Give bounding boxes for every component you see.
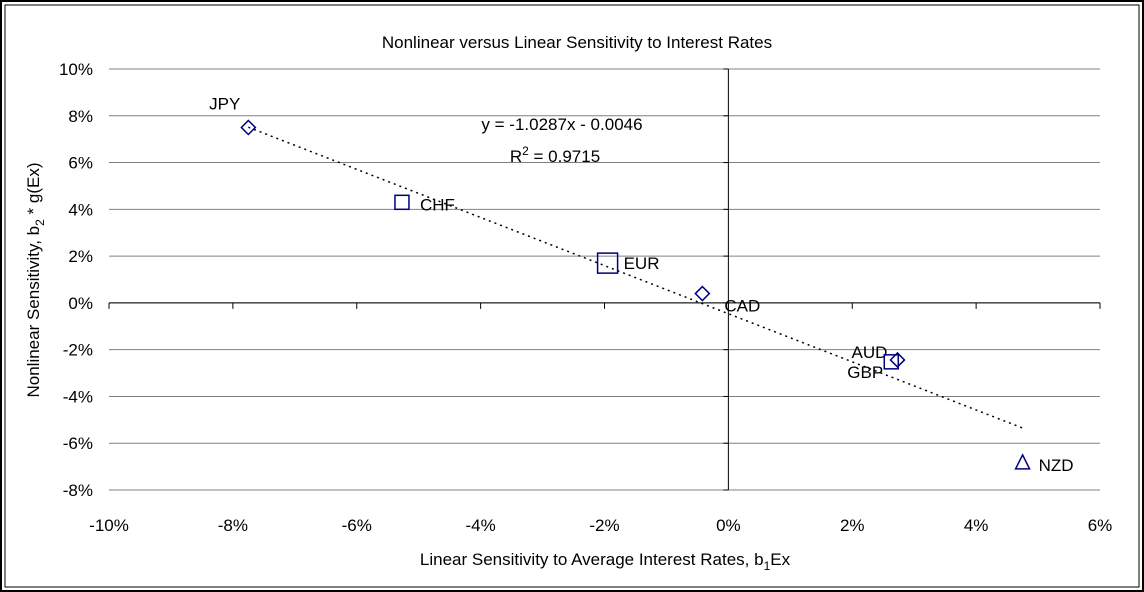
point-label: CHF — [420, 195, 455, 214]
y-tick-label: 8% — [68, 107, 93, 126]
trendline — [248, 126, 1023, 429]
y-tick-label: 4% — [68, 200, 93, 219]
point-diamond — [889, 351, 906, 369]
point-diamond — [240, 119, 257, 136]
r2-sup: 2 — [522, 144, 529, 158]
y-tick-label: 6% — [68, 154, 93, 173]
point-triangle — [1014, 453, 1031, 470]
x-label-part: Linear Sensitivity to Average Interest R… — [420, 550, 764, 569]
point-square — [394, 194, 410, 211]
y-tick-label: 0% — [68, 294, 93, 313]
y-label-part: * g(Ex) — [24, 162, 43, 219]
r2-part: = 0.9715 — [529, 147, 600, 166]
x-axis-label: Linear Sensitivity to Average Interest R… — [420, 550, 791, 573]
y-tick-label: 10% — [59, 60, 93, 79]
x-tick-label: -2% — [589, 516, 619, 535]
point-label: JPY — [209, 94, 240, 113]
y-tick-label: -8% — [63, 481, 93, 500]
y-tick-label: -2% — [63, 341, 93, 360]
y-label-sub: 2 — [33, 219, 47, 226]
x-tick-label: 0% — [716, 516, 741, 535]
x-tick-label: 2% — [840, 516, 865, 535]
r2-part: R — [510, 147, 522, 166]
point-square — [596, 252, 619, 274]
y-tick-label: -6% — [63, 434, 93, 453]
point-label: CAD — [724, 297, 760, 316]
point-label: GBP — [847, 363, 883, 382]
trend-equation: y = -1.0287x - 0.0046 — [481, 115, 642, 134]
y-label-part: Nonlinear Sensitivity, b — [24, 226, 43, 398]
x-tick-label: 4% — [964, 516, 989, 535]
trend-r2: R2 = 0.9715 — [510, 144, 600, 166]
point-label: AUD — [852, 343, 888, 362]
x-label-part: Ex — [770, 550, 790, 569]
point-label: NZD — [1039, 456, 1074, 475]
x-tick-label: -10% — [89, 516, 129, 535]
x-tick-label: 6% — [1088, 516, 1113, 535]
chart-title: Nonlinear versus Linear Sensitivity to I… — [382, 33, 772, 52]
y-tick-label: -4% — [63, 387, 93, 406]
x-label-sub: 1 — [764, 559, 771, 573]
point-label: EUR — [624, 254, 660, 273]
x-tick-label: -6% — [342, 516, 372, 535]
x-tick-label: -8% — [218, 516, 248, 535]
point-square — [883, 354, 900, 370]
y-tick-label: 2% — [68, 247, 93, 266]
point-diamond — [694, 285, 711, 302]
inner-frame — [4, 4, 1140, 588]
y-axis-label: Nonlinear Sensitivity, b2 * g(Ex) — [24, 162, 47, 397]
x-tick-label: -4% — [466, 516, 496, 535]
